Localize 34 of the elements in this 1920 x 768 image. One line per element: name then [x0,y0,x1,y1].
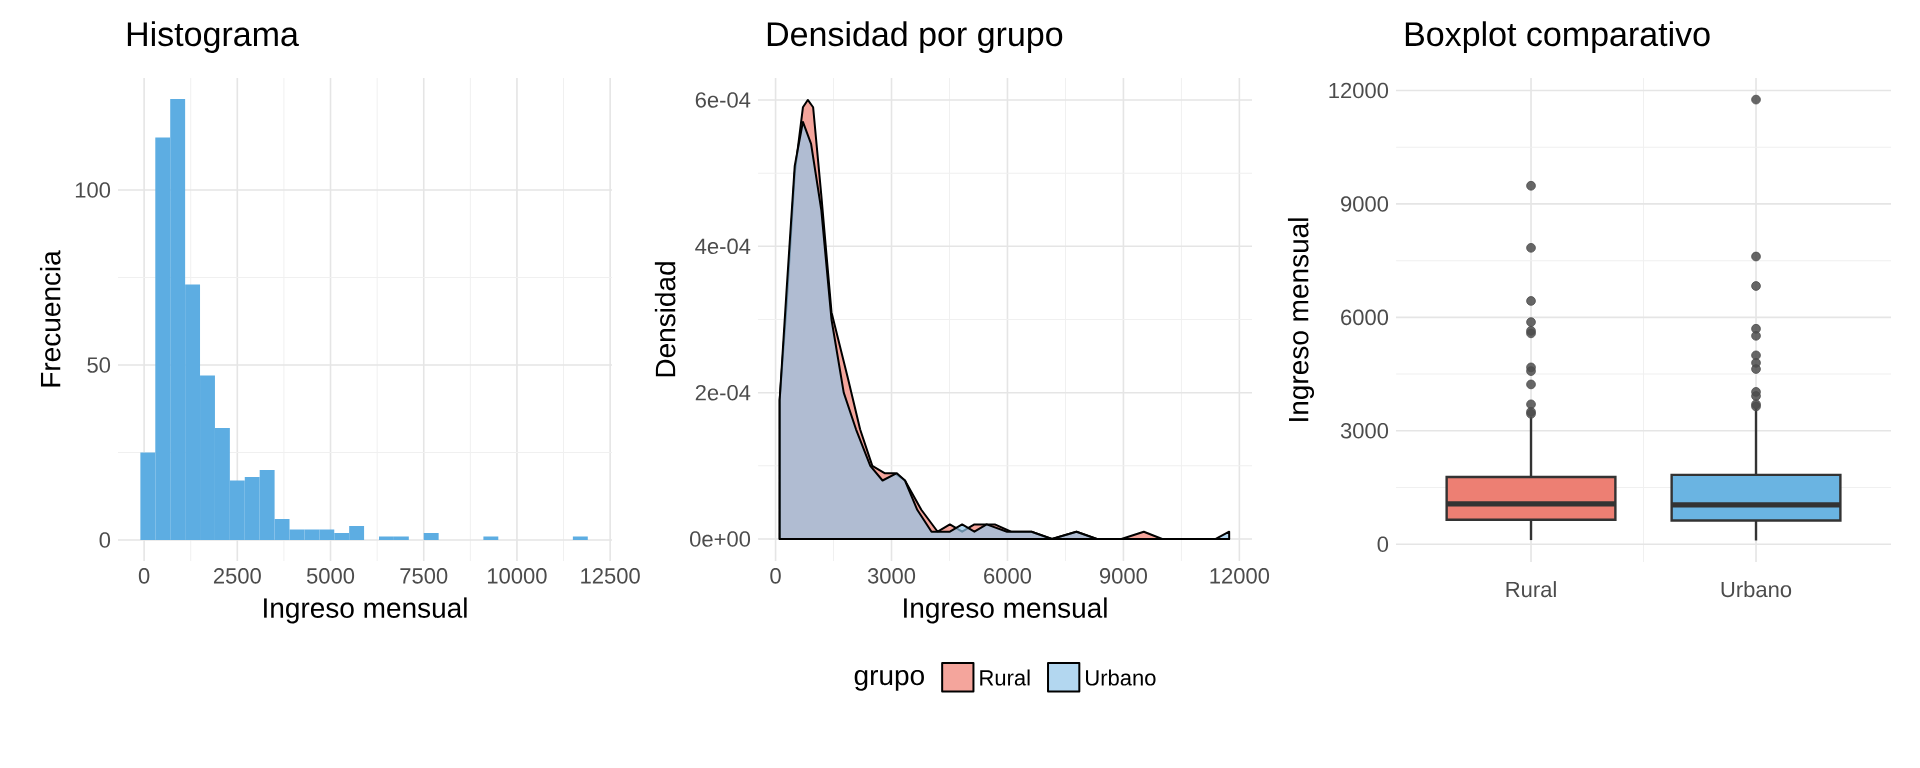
x-tick-label: 10000 [488,568,547,584]
y-tick-label: 0 [99,532,111,548]
x-tick-label: 7500 [400,568,448,584]
y-tick-label: 2e-04 [695,384,751,401]
y-tick-label: 6e-04 [695,92,751,108]
y-tick-label: 9000 [1341,196,1389,212]
x-tick-label: 0 [770,568,781,584]
x-tick-label: 12500 [581,568,640,584]
chart-title: Densidad por grupo [767,21,1063,53]
x-tick-label: 2500 [213,568,261,584]
y-axis-title: Ingreso mensual [1287,218,1315,421]
legend-title: grupo [854,669,924,691]
y-tick-label: 100 [75,182,111,198]
y-tick-label: 3000 [1340,423,1389,439]
x-tick-label: 0 [138,568,150,584]
x-tick-label: 12000 [1210,568,1270,584]
x-tick-label: 3000 [867,568,916,584]
y-tick-label: 4e-04 [695,238,751,255]
x-tick-label: 9000 [1099,568,1147,584]
legend-label: Rural [980,669,1030,686]
y-axis-title: Densidad [654,262,676,377]
x-axis-title: Ingreso mensual [264,597,467,624]
x-tick-label: 5000 [306,568,355,584]
legend-label: Urbano [1086,669,1156,686]
chart-title: Boxplot comparativo [1405,21,1710,53]
chart-title: Histograma [127,21,299,53]
y-tick-label: 50 [87,357,111,373]
y-axis-title: Frecuencia [39,250,61,387]
y-tick-label: 0 [1377,536,1389,553]
x-tick-label: 6000 [984,568,1032,584]
y-tick-label: 6000 [1341,309,1389,326]
x-axis-title: Ingreso mensual [904,597,1107,624]
y-tick-label: 0e+00 [690,531,751,547]
y-tick-label: 12000 [1329,82,1389,99]
